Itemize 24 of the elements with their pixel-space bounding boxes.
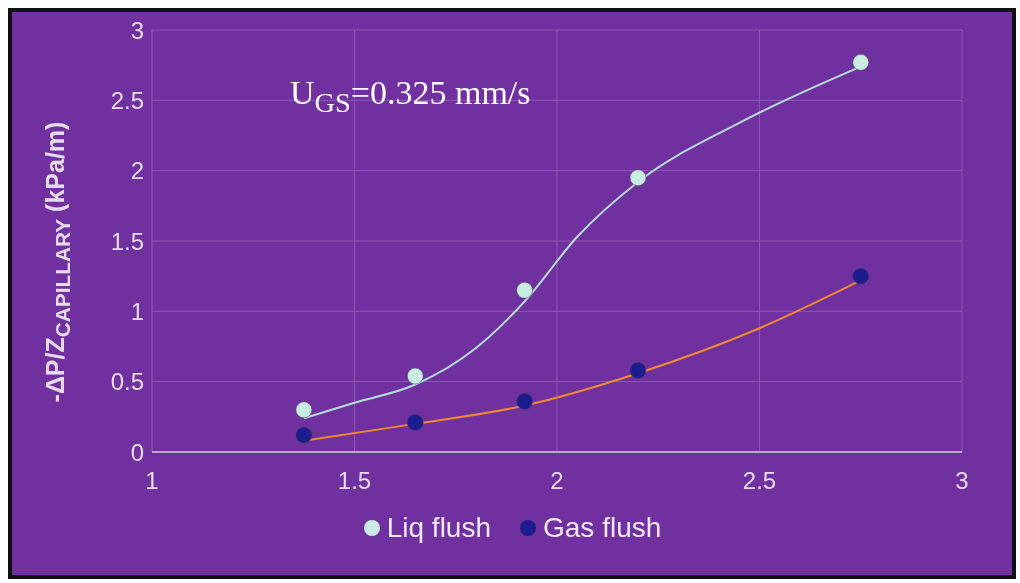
point [407, 367, 424, 385]
point [516, 281, 533, 299]
x-tick-label: 2.5 [742, 467, 777, 495]
point [407, 414, 424, 431]
legend-label: Liq flush [385, 512, 491, 544]
annotation: U$_{GS}$=0.325 mm/s [290, 74, 531, 119]
y-tick-label: 2 [130, 157, 144, 185]
point [629, 362, 647, 379]
x-tick-label: 3 [955, 467, 969, 495]
point [516, 393, 533, 410]
y-tick-label: 1.5 [110, 227, 144, 255]
point [852, 267, 869, 285]
point [295, 401, 313, 419]
y-tick-label: 1 [130, 297, 144, 325]
x-tick-label: 1.5 [337, 467, 372, 495]
legend-label: Gas flush [542, 512, 662, 544]
y-tick-label: 3 [130, 16, 144, 44]
point [852, 54, 869, 71]
x-tick-label: 2 [550, 467, 564, 495]
y-tick-label: 0.5 [110, 368, 144, 396]
point [629, 169, 647, 186]
point [295, 426, 313, 444]
y-tick-label: 0 [130, 438, 144, 466]
y-tick-label: 2.5 [110, 86, 144, 114]
